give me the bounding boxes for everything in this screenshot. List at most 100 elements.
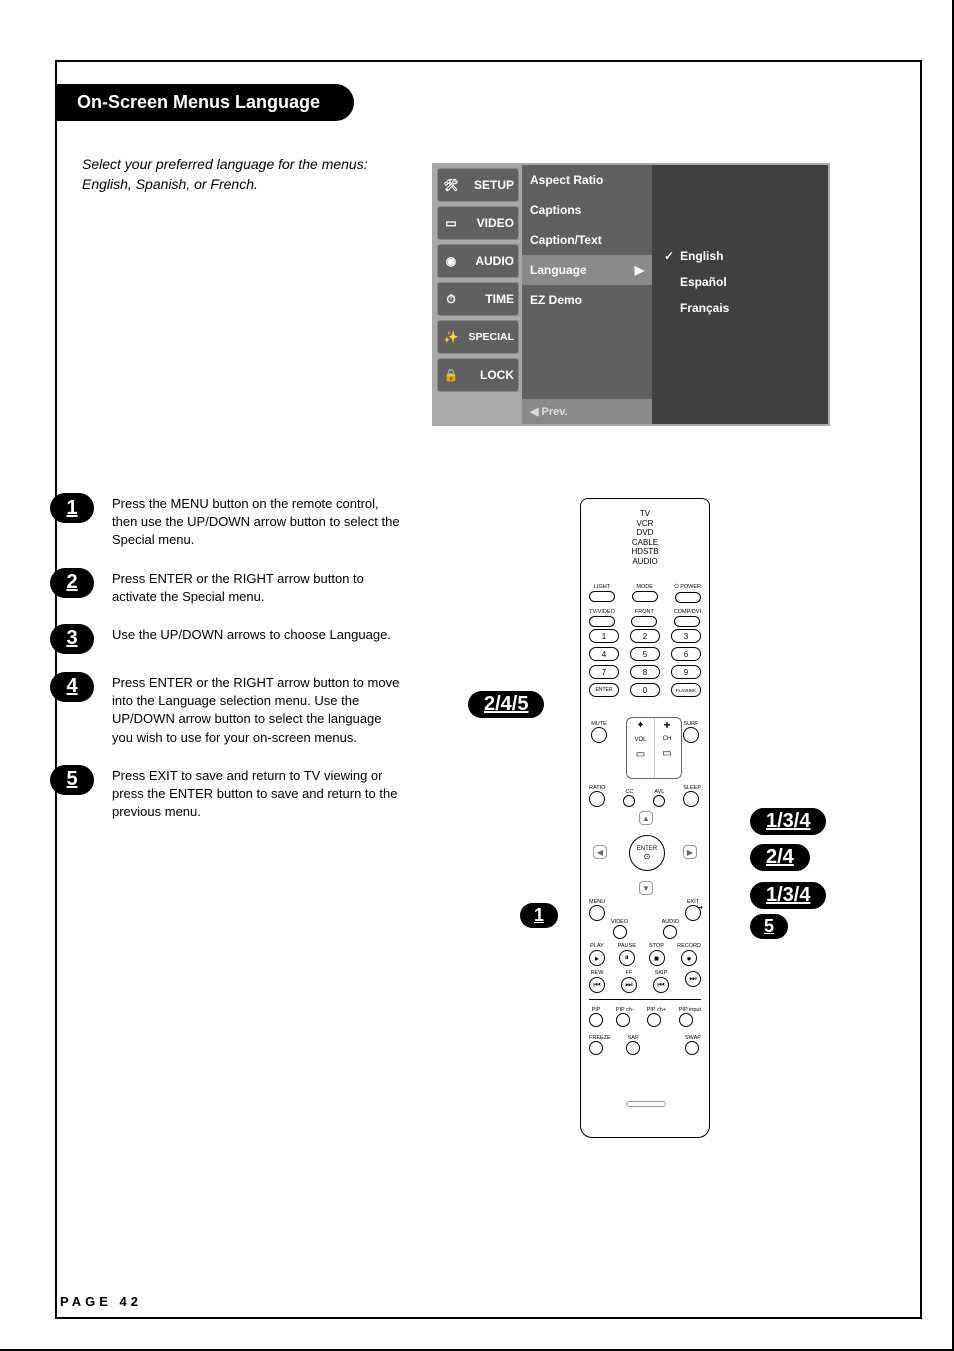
- video-icon: ▭: [442, 214, 460, 232]
- osd-languages: ✓English Español Français: [652, 165, 828, 424]
- freeze-button: [589, 1041, 603, 1055]
- intro-text: Select your preferred language for the m…: [82, 155, 392, 194]
- avl-button: [653, 795, 665, 807]
- step-badge: 3: [50, 624, 94, 654]
- step-2: 2 Press ENTER or the RIGHT arrow button …: [50, 568, 400, 606]
- right-arrow-button: ▶: [683, 845, 697, 859]
- page-number: PAGE 42: [60, 1294, 142, 1309]
- ch-down-icon: ▭: [653, 748, 681, 759]
- sap-button: [626, 1041, 640, 1055]
- special-icon: ✨: [442, 328, 460, 346]
- pip-chup-button: [647, 1013, 661, 1027]
- vol-down-icon: ▭: [627, 749, 654, 760]
- play-button: ▸: [589, 950, 605, 966]
- step-text: Press ENTER or the RIGHT arrow button to…: [112, 568, 400, 606]
- osd-item: Aspect Ratio: [522, 165, 652, 195]
- num-8: 8: [630, 665, 660, 679]
- mode-button: [632, 591, 658, 602]
- step-3: 3 Use the UP/DOWN arrows to choose Langu…: [50, 624, 400, 654]
- check-icon: ✓: [664, 249, 674, 263]
- setup-icon: 🛠: [442, 176, 460, 194]
- right-arrow-icon: ▶: [635, 263, 644, 277]
- surf-button: [683, 727, 699, 743]
- remote-cc-row: RATIO CC AVL SLEEP: [589, 785, 701, 807]
- record-button: ●: [681, 950, 697, 966]
- step-badge: 1: [50, 493, 94, 523]
- callout-menu: 1: [520, 903, 558, 928]
- remote-row2: TV/VIDEO FRONT COMP/DVI: [589, 609, 701, 627]
- pip-input-button: [679, 1013, 693, 1027]
- left-arrow-button: ◀: [593, 845, 607, 859]
- num-0: 0: [630, 683, 660, 697]
- video-button: [613, 925, 627, 939]
- rew-button: ⏮: [589, 977, 605, 993]
- pause-button: ⏸: [619, 950, 635, 966]
- osd-prev: ◀ Prev.: [522, 399, 652, 424]
- callout-right: 2/4: [750, 844, 810, 871]
- remote-av-row: VIDEO AUDIO: [611, 919, 679, 939]
- num-1: 1: [589, 629, 619, 643]
- osd-lang-english: ✓English: [652, 243, 828, 269]
- flashback-button: FLASHBK: [671, 683, 701, 697]
- steps-list: 1 Press the MENU button on the remote co…: [50, 493, 400, 839]
- remote-pip-row1: PIP PIP ch- PIP ch+ PIP input: [589, 1007, 701, 1027]
- num-2: 2: [630, 629, 660, 643]
- remote-transport: PLAY▸ PAUSE⏸ STOP■ RECORD● REW⏮ FF⏭ SKIP…: [589, 943, 701, 997]
- lock-icon: 🔒: [442, 366, 460, 384]
- osd-tab-video: ▭VIDEO: [437, 206, 519, 240]
- remote-diagram: TV VCR DVD CABLE HDSTB AUDIO LIGHT MODE …: [580, 498, 710, 1138]
- exit-button: ↪: [685, 905, 701, 921]
- osd-item: Captions: [522, 195, 652, 225]
- osd-tab-setup: 🛠SETUP: [437, 168, 519, 202]
- remote-menu-exit: MENU EXIT↪: [589, 899, 701, 921]
- osd-lang-espanol: Español: [652, 269, 828, 295]
- callout-down: 1/3/4: [750, 882, 826, 909]
- remote-door: [626, 1101, 666, 1107]
- osd-lang-francais: Français: [652, 295, 828, 321]
- section-header: On-Screen Menus Language: [55, 84, 354, 121]
- remote-modes: TV VCR DVD CABLE HDSTB AUDIO: [581, 509, 709, 567]
- remote-body: TV VCR DVD CABLE HDSTB AUDIO LIGHT MODE …: [580, 498, 710, 1138]
- step-text: Press EXIT to save and return to TV view…: [112, 765, 400, 822]
- remote-top-row: LIGHT MODE ⏻ POWER: [589, 584, 701, 603]
- step-badge: 2: [50, 568, 94, 598]
- remote-vol-ch: MUTE SURF ✦ VOL ▭ + CH ▭: [589, 717, 701, 787]
- time-icon: ⏱: [442, 290, 460, 308]
- step-text: Use the UP/DOWN arrows to choose Languag…: [112, 624, 391, 654]
- mute-button: [591, 727, 607, 743]
- enter-button: ENTER: [589, 683, 619, 697]
- step-badge: 4: [50, 672, 94, 702]
- remote-separator: [589, 999, 701, 1000]
- callout-up: 1/3/4: [750, 808, 826, 835]
- step-text: Press ENTER or the RIGHT arrow button to…: [112, 672, 400, 747]
- audio-icon: ◉: [442, 252, 460, 270]
- step-5: 5 Press EXIT to save and return to TV vi…: [50, 765, 400, 822]
- ff-button: ⏭: [621, 977, 637, 993]
- step-1: 1 Press the MENU button on the remote co…: [50, 493, 400, 550]
- num-5: 5: [630, 647, 660, 661]
- num-4: 4: [589, 647, 619, 661]
- page: On-Screen Menus Language Select your pre…: [0, 0, 954, 1351]
- remote-dpad: ▲ ◀ ▶ ▼ ENTER⊙: [593, 809, 697, 899]
- up-arrow-button: ▲: [639, 811, 653, 825]
- cc-button: [623, 795, 635, 807]
- ch-up-icon: +: [653, 718, 681, 732]
- pip-button: [589, 1013, 603, 1027]
- light-button: [589, 591, 615, 602]
- osd-tab-time: ⏱TIME: [437, 282, 519, 316]
- power-button: [675, 592, 701, 603]
- osd-tab-audio: ◉AUDIO: [437, 244, 519, 278]
- remote-numpad: 123 456 789 ENTER0FLASHBK: [589, 629, 701, 701]
- menu-button: [589, 905, 605, 921]
- callout-enter: 2/4/5: [468, 691, 544, 718]
- skip-fwd-button: ⏭: [685, 971, 701, 987]
- pip-chdown-button: [616, 1013, 630, 1027]
- num-9: 9: [671, 665, 701, 679]
- osd-item: Caption/Text: [522, 225, 652, 255]
- osd-item: EZ Demo: [522, 285, 652, 315]
- osd-items: Aspect Ratio Captions Caption/Text Langu…: [522, 165, 652, 424]
- skip-back-button: ⏮: [653, 977, 669, 993]
- osd-item-language: Language▶: [522, 255, 652, 285]
- osd-tabs: 🛠SETUP ▭VIDEO ◉AUDIO ⏱TIME ✨SPECIAL 🔒LOC…: [434, 165, 522, 424]
- callout-exit: 5: [750, 914, 788, 939]
